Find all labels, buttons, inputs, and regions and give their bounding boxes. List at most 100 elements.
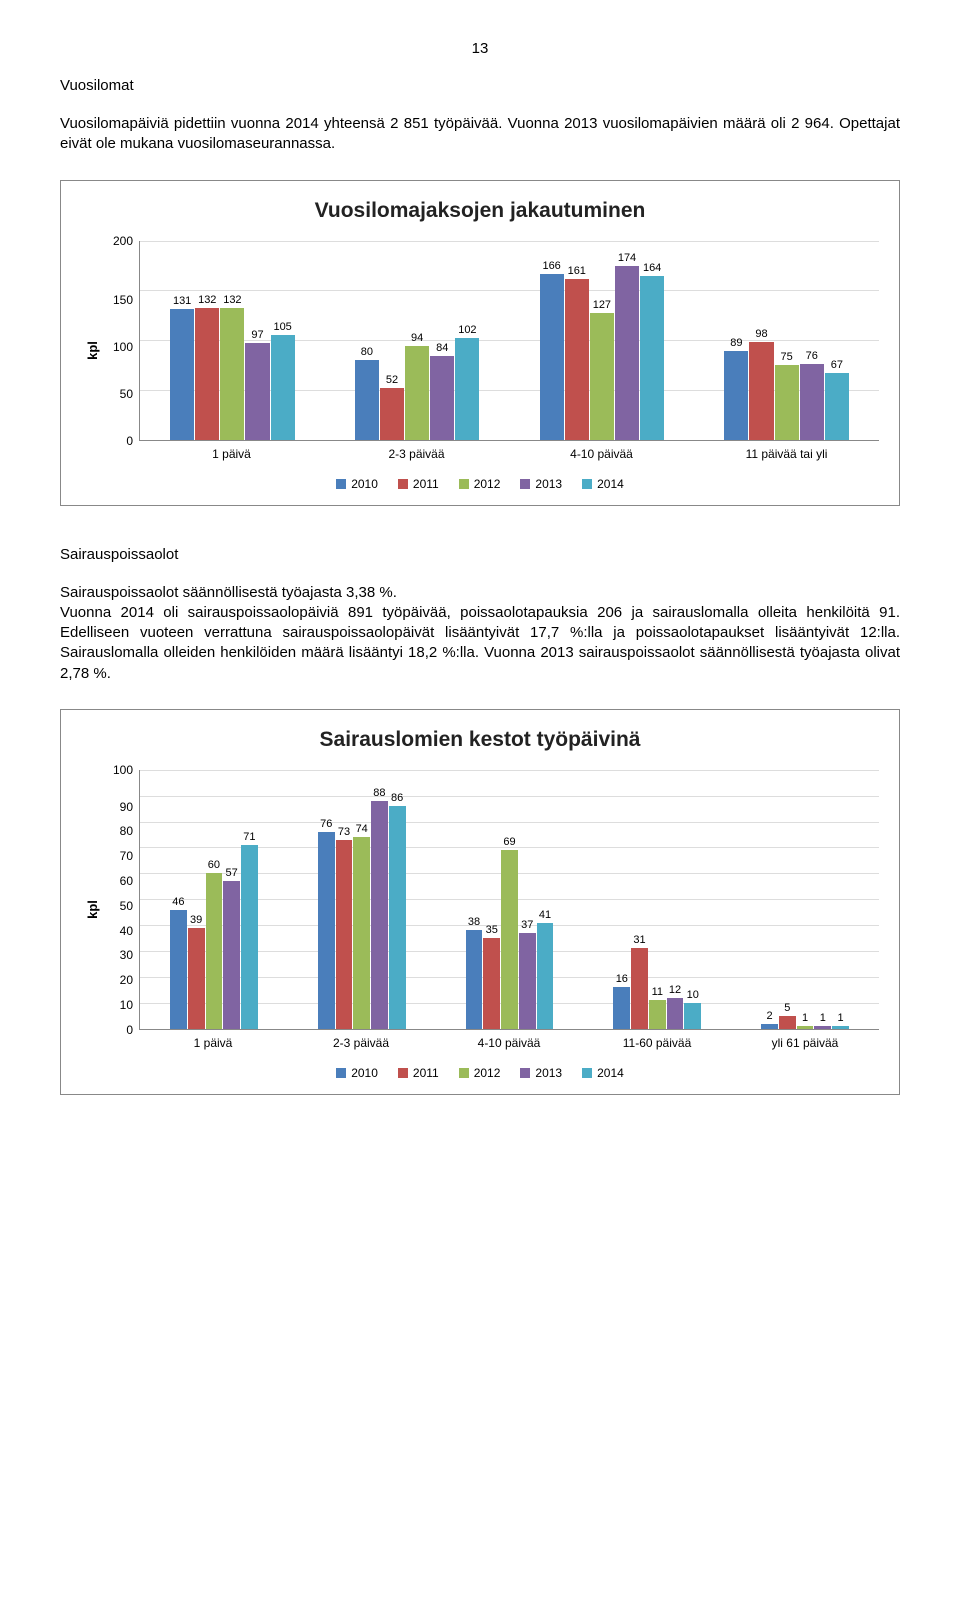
bar-value-label: 39 [190,914,202,926]
bar: 74 [353,837,370,1029]
bar-value-label: 41 [539,909,551,921]
ytick-label: 80 [120,825,133,837]
bar: 132 [220,308,244,439]
bar-value-label: 16 [616,973,628,985]
bar: 132 [195,308,219,439]
bar: 67 [825,373,849,440]
legend-label: 2014 [597,477,624,491]
ytick-label: 200 [113,235,133,247]
bar-value-label: 67 [831,359,843,371]
bar: 94 [405,346,429,440]
bar-value-label: 1 [837,1012,843,1024]
legend-swatch [336,479,346,489]
bar-value-label: 31 [633,934,645,946]
bar: 76 [318,832,335,1029]
bar-value-label: 166 [542,260,560,272]
bar-value-label: 5 [784,1002,790,1014]
bar-value-label: 10 [687,989,699,1001]
bar-value-label: 73 [338,826,350,838]
ytick-label: 90 [120,801,133,813]
bar: 57 [223,881,240,1029]
chart-2-title: Sairauslomien kestot työpäivinä [81,728,879,752]
section-title-sairauspoissaolot: Sairauspoissaolot [60,546,900,563]
xtick-label: 2-3 päivää [324,447,509,461]
bar: 31 [631,948,648,1028]
bar-value-label: 88 [373,787,385,799]
ytick-label: 50 [120,900,133,912]
bar-value-label: 12 [669,984,681,996]
bar-value-label: 97 [251,329,263,341]
bar: 164 [640,276,664,439]
bar-value-label: 105 [273,321,291,333]
ytick-label: 0 [126,1024,133,1036]
xtick-label: 11 päivää tai yli [694,447,879,461]
bar: 97 [245,343,269,440]
ytick-label: 150 [113,294,133,306]
legend-item: 2011 [398,477,439,491]
bar-value-label: 11 [652,986,663,998]
xtick-label: 4-10 päivää [509,447,694,461]
bar: 88 [371,801,388,1029]
bar: 12 [667,998,684,1029]
legend-item: 2012 [459,477,501,491]
legend-swatch [459,479,469,489]
chart-1-plot-area: 1311321329710580529484102166161127174164… [139,241,879,441]
xtick-label: yli 61 päivää [731,1036,879,1050]
bar-value-label: 94 [411,332,423,344]
ytick-label: 100 [113,341,133,353]
bar: 46 [170,910,187,1029]
legend-label: 2013 [535,477,562,491]
xtick-label: 1 päivä [139,447,324,461]
bar: 127 [590,313,614,439]
ytick-label: 70 [120,850,133,862]
bar: 73 [336,840,353,1029]
bar: 98 [749,342,773,440]
bar-value-label: 132 [223,294,241,306]
bar: 80 [355,360,379,440]
legend-swatch [398,479,408,489]
bar: 131 [170,309,194,439]
bar-value-label: 131 [173,295,191,307]
ytick-label: 0 [126,435,133,447]
bar-value-label: 76 [320,818,332,830]
section-title-vuosilomat: Vuosilomat [60,77,900,94]
legend-swatch [520,479,530,489]
bar-group: 7673748886 [288,770,436,1029]
ytick-label: 10 [120,999,133,1011]
chart-1-legend: 2010 2011 2012 2013 2014 [81,477,879,491]
chart-2-legend: 20102011201220132014 [81,1066,879,1080]
bar-value-label: 71 [243,831,255,843]
bar-value-label: 69 [503,836,515,848]
paragraph-2: Sairauspoissaolot säännöllisestä työajas… [60,583,900,684]
bar-group: 25111 [731,770,879,1029]
bar-value-label: 164 [643,262,661,274]
bar-value-label: 127 [593,299,611,311]
chart-2-plot-area: 4639605771767374888638356937411631111210… [139,770,879,1030]
bar-value-label: 35 [486,924,498,936]
legend-label: 2013 [535,1066,562,1080]
legend-item: 2014 [582,477,624,491]
chart-1-ylabel: kpl [81,241,103,461]
legend-item: 2013 [520,477,562,491]
bar-value-label: 74 [356,823,368,835]
bar-value-label: 132 [198,294,216,306]
legend-item: 2011 [398,1066,439,1080]
bar: 37 [519,933,536,1029]
ytick-label: 100 [113,764,133,776]
bar-value-label: 84 [436,342,448,354]
bar-value-label: 80 [361,346,373,358]
legend-swatch [398,1068,408,1078]
bar: 52 [380,388,404,440]
legend-label: 2011 [413,1066,439,1080]
bar-value-label: 98 [755,328,767,340]
bar: 161 [565,279,589,439]
bar-value-label: 37 [521,919,533,931]
legend-item: 2010 [336,477,378,491]
bar-value-label: 75 [781,351,793,363]
chart-1-yaxis: 200150100500 [103,241,139,441]
chart-2-xaxis: 1 päivä2-3 päivää4-10 päivää11-60 päivää… [139,1036,879,1050]
legend-item: 2014 [582,1066,624,1080]
bar: 1 [797,1026,814,1029]
bar: 1 [814,1026,831,1029]
legend-label: 2010 [351,1066,378,1080]
